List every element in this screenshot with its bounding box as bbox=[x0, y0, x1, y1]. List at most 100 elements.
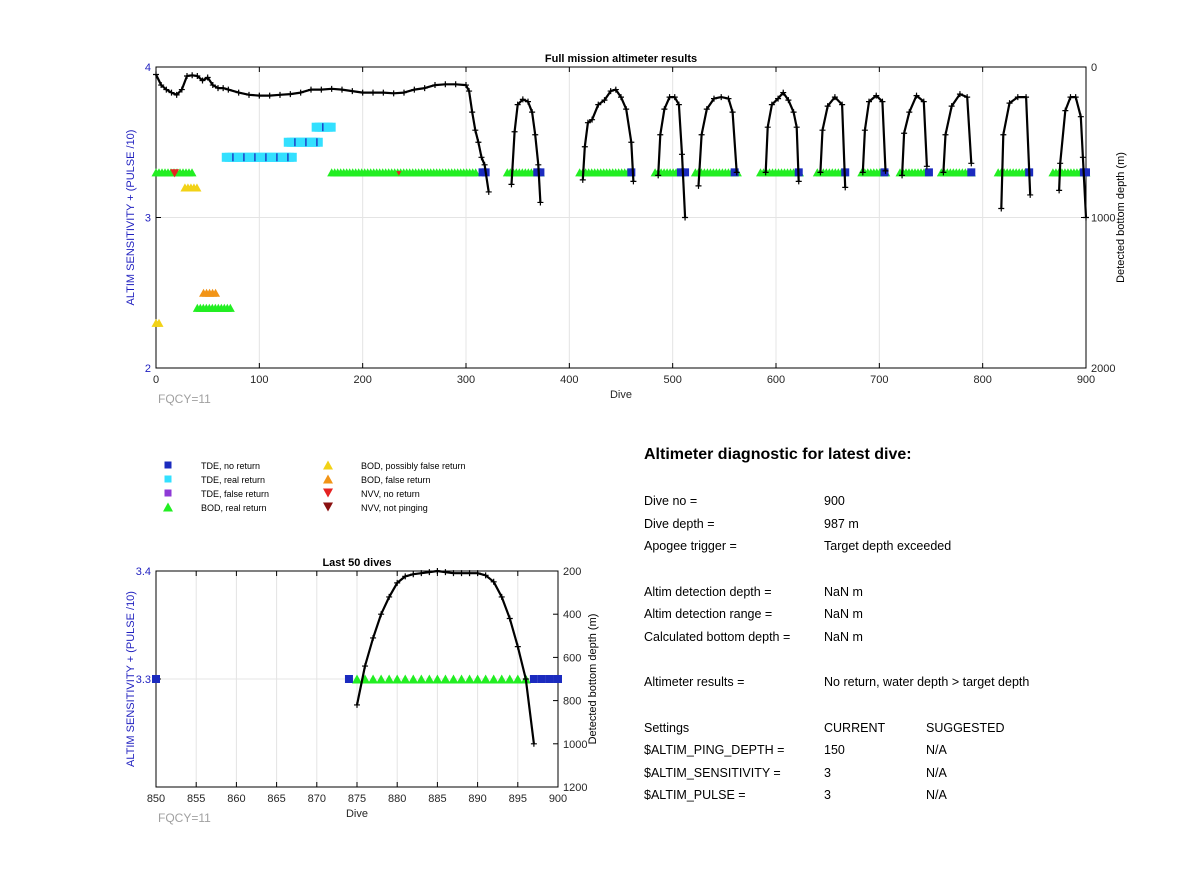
bottom-depth-point bbox=[666, 94, 673, 101]
main-plot-marks bbox=[151, 71, 1091, 327]
pulse-current: 3 bbox=[824, 788, 831, 802]
bottom-depth-point bbox=[768, 101, 775, 108]
bottom-depth-line bbox=[510, 98, 542, 203]
bottom-depth-point bbox=[529, 109, 536, 116]
calculated-bottom-depth-value: NaN m bbox=[824, 630, 863, 644]
bod-real-return-point bbox=[448, 674, 459, 684]
bottom-depth-line bbox=[901, 94, 928, 176]
main-xtick-label: 500 bbox=[663, 374, 681, 386]
bod-marker bbox=[192, 183, 202, 192]
main-footnote: FQCY=11 bbox=[158, 392, 211, 406]
bottom-depth-point bbox=[1057, 160, 1064, 167]
main-xtick-label: 600 bbox=[767, 374, 785, 386]
bottom-depth-point bbox=[1067, 94, 1074, 101]
tde-tick bbox=[322, 123, 324, 132]
bottom-depth-point bbox=[1079, 154, 1086, 161]
legend-marker-square bbox=[164, 489, 172, 497]
legend-marker-triangle-up bbox=[323, 474, 333, 484]
last50-footnote: FQCY=11 bbox=[158, 811, 211, 825]
bottom-depth-point bbox=[906, 109, 913, 116]
altim-detection-depth-label: Altim detection depth = bbox=[644, 585, 772, 599]
bottom-depth-point bbox=[418, 570, 425, 577]
bod-real-return-point bbox=[376, 674, 387, 684]
bottom-depth-point bbox=[380, 89, 387, 96]
bottom-depth-point bbox=[824, 103, 831, 110]
bod-real-return-point bbox=[352, 674, 362, 684]
bottom-depth-point bbox=[434, 568, 441, 574]
altimeter-diagnostic-panel: Altimeter diagnostic for latest dive: Di… bbox=[644, 446, 1164, 816]
settings-segment bbox=[575, 168, 636, 177]
tde-tick bbox=[254, 153, 256, 162]
tde-no-return-point bbox=[536, 168, 545, 177]
bottom-depth-point bbox=[452, 81, 459, 88]
bottom-depth-point bbox=[522, 676, 529, 682]
bottom-depth-point bbox=[775, 95, 782, 102]
calculated-bottom-depth-label: Calculated bottom depth = bbox=[644, 630, 791, 644]
dive-depth-label: Dive depth = bbox=[644, 517, 715, 531]
bottom-depth-line bbox=[657, 95, 687, 218]
bottom-depth-point bbox=[463, 82, 469, 89]
bottom-depth-point bbox=[998, 205, 1005, 212]
bottom-depth-point bbox=[525, 98, 531, 105]
pulse-label: $ALTIM_PULSE = bbox=[644, 788, 746, 802]
bottom-depth-point bbox=[402, 573, 409, 580]
legend-label: NVV, no return bbox=[361, 489, 420, 499]
tde-no-return-point bbox=[344, 675, 353, 683]
last50-title: Last 50 dives bbox=[322, 557, 391, 569]
last50-xtick-label: 895 bbox=[509, 793, 527, 805]
legend-label: BOD, possibly false return bbox=[361, 461, 466, 471]
legend-marker-square bbox=[164, 461, 172, 469]
settings-header: Settings bbox=[644, 721, 690, 735]
bod-marker bbox=[225, 303, 235, 312]
legend-marker-square bbox=[164, 475, 172, 483]
last50-xtick-label: 900 bbox=[549, 793, 567, 805]
bottom-depth-point bbox=[612, 86, 619, 93]
main-ytick-left-label: 2 bbox=[145, 363, 151, 375]
bottom-depth-point bbox=[308, 86, 314, 93]
bod-real-return-point bbox=[480, 674, 491, 684]
bottom-depth-point bbox=[235, 89, 242, 96]
bod-marker bbox=[187, 168, 197, 177]
bottom-depth-point bbox=[466, 570, 473, 577]
bottom-depth-line bbox=[355, 569, 535, 744]
bottom-depth-point bbox=[671, 94, 678, 101]
bottom-depth-point bbox=[466, 88, 473, 95]
bottom-depth-point bbox=[678, 151, 685, 158]
bottom-depth-point bbox=[469, 109, 476, 116]
bottom-depth-point bbox=[390, 90, 397, 97]
bottom-depth-point bbox=[318, 86, 325, 93]
bottom-depth-line bbox=[819, 95, 847, 188]
bottom-depth-point bbox=[490, 578, 497, 585]
bottom-depth-point bbox=[1056, 187, 1063, 194]
bod-real-return-point bbox=[488, 674, 499, 684]
tde-no-return-point bbox=[676, 168, 685, 177]
last50-xtick-label: 855 bbox=[187, 793, 205, 805]
bottom-depth-point bbox=[266, 92, 273, 99]
bottom-depth-line bbox=[581, 88, 635, 182]
settings-segment bbox=[221, 152, 297, 162]
bottom-depth-point bbox=[535, 161, 542, 168]
bottom-depth-point bbox=[537, 199, 544, 206]
bottom-depth-point bbox=[256, 92, 263, 99]
main-xtick-label: 0 bbox=[153, 374, 159, 386]
bottom-depth-point bbox=[698, 131, 705, 138]
bod-real-return-point bbox=[424, 674, 435, 684]
bottom-depth-point bbox=[158, 82, 165, 89]
bottom-depth-point bbox=[675, 101, 682, 108]
legend-label: NVV, not pinging bbox=[361, 503, 428, 513]
last50-xtick-label: 875 bbox=[348, 793, 366, 805]
bottom-depth-point bbox=[703, 106, 710, 113]
tde-no-return-point bbox=[627, 168, 636, 177]
bottom-depth-point bbox=[277, 91, 283, 98]
settings-segment bbox=[199, 288, 221, 297]
bottom-depth-point bbox=[153, 71, 159, 78]
bottom-depth-point bbox=[411, 86, 418, 93]
bottom-depth-point bbox=[1027, 191, 1034, 198]
main-xtick-label: 900 bbox=[1077, 374, 1095, 386]
legend-label: BOD, false return bbox=[361, 475, 431, 485]
bottom-depth-point bbox=[711, 95, 717, 102]
bottom-depth-point bbox=[655, 172, 662, 179]
bottom-depth-point bbox=[942, 131, 949, 138]
legend-item: BOD, possibly false return bbox=[323, 460, 466, 471]
last50-xlabel: Dive bbox=[346, 808, 368, 820]
